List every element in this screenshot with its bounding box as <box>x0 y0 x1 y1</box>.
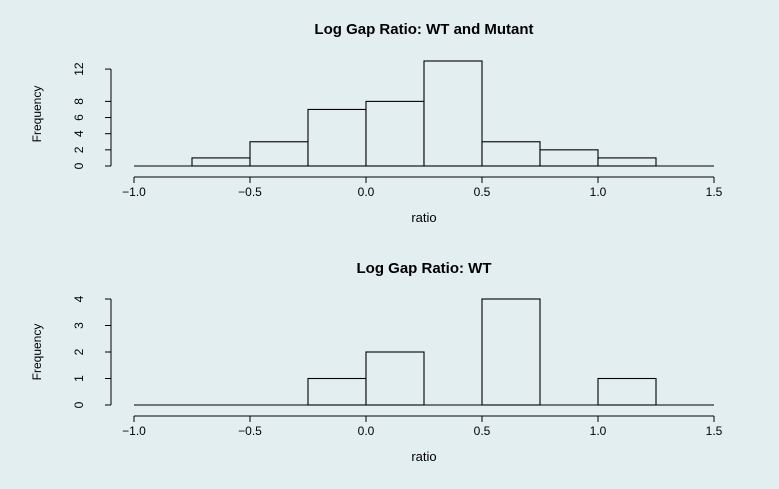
y-tick-label: 4 <box>72 130 86 137</box>
y-axis-label: Frequency <box>30 324 44 381</box>
histogram-bar <box>597 157 657 167</box>
x-tick-label: 1.5 <box>706 424 723 438</box>
y-tick-label: 0 <box>72 401 86 408</box>
histogram-bar <box>249 141 309 167</box>
histogram-bar <box>539 149 599 167</box>
y-tick-label: 12 <box>72 62 86 76</box>
x-axis: −1.0 −0.5 0.0 0.5 1.0 1.5 <box>122 415 723 438</box>
histogram-panel-wt-and-mutant: Log Gap Ratio: WT and Mutant −1.0 −0.5 0.0… <box>30 21 723 225</box>
x-axis: −1.0 −0.5 0.0 0.5 1.0 1.5 <box>122 176 723 199</box>
histogram-bars <box>134 60 714 167</box>
histogram-bar <box>423 60 483 167</box>
y-tick-label: 2 <box>72 348 86 355</box>
x-tick-label: 0.0 <box>358 185 375 199</box>
chart-title: Log Gap Ratio: WT <box>357 260 492 277</box>
x-tick-label: −0.5 <box>238 424 262 438</box>
y-axis: 0 2 4 6 8 12 <box>72 62 112 169</box>
histogram-bar <box>597 377 657 406</box>
y-tick-label: 4 <box>72 295 86 302</box>
histogram-bar <box>365 100 425 167</box>
histogram-bar <box>191 157 251 167</box>
x-tick-label: 0.5 <box>474 424 491 438</box>
histogram-bar <box>307 108 367 167</box>
y-tick-label: 2 <box>72 146 86 153</box>
histogram-bars <box>134 298 714 406</box>
y-tick-label: 3 <box>72 322 86 329</box>
histogram-bar <box>481 298 541 406</box>
x-tick-label: −0.5 <box>238 185 262 199</box>
chart-title: Log Gap Ratio: WT and Mutant <box>314 21 533 38</box>
y-axis-label: Frequency <box>30 86 44 143</box>
x-tick-label: −1.0 <box>122 185 146 199</box>
y-tick-label: 8 <box>72 98 86 105</box>
x-tick-label: 1.0 <box>590 185 607 199</box>
y-tick-label: 1 <box>72 375 86 382</box>
x-tick-label: −1.0 <box>122 424 146 438</box>
x-tick-label: 0.0 <box>358 424 375 438</box>
y-axis: 0 1 2 3 4 <box>72 295 112 408</box>
y-tick-label: 0 <box>72 162 86 169</box>
x-tick-label: 1.5 <box>706 185 723 199</box>
histogram-bar <box>481 141 541 167</box>
histogram-bar <box>307 377 367 406</box>
x-axis-label: ratio <box>411 210 436 225</box>
x-tick-label: 0.5 <box>474 185 491 199</box>
histogram-panel-wt: Log Gap Ratio: WT −1.0 −0.5 0.0 0.5 1.0 1.5 0… <box>30 260 723 464</box>
x-axis-label: ratio <box>411 449 436 464</box>
x-tick-label: 1.0 <box>590 424 607 438</box>
y-tick-label: 6 <box>72 114 86 121</box>
histogram-bar <box>365 351 425 406</box>
